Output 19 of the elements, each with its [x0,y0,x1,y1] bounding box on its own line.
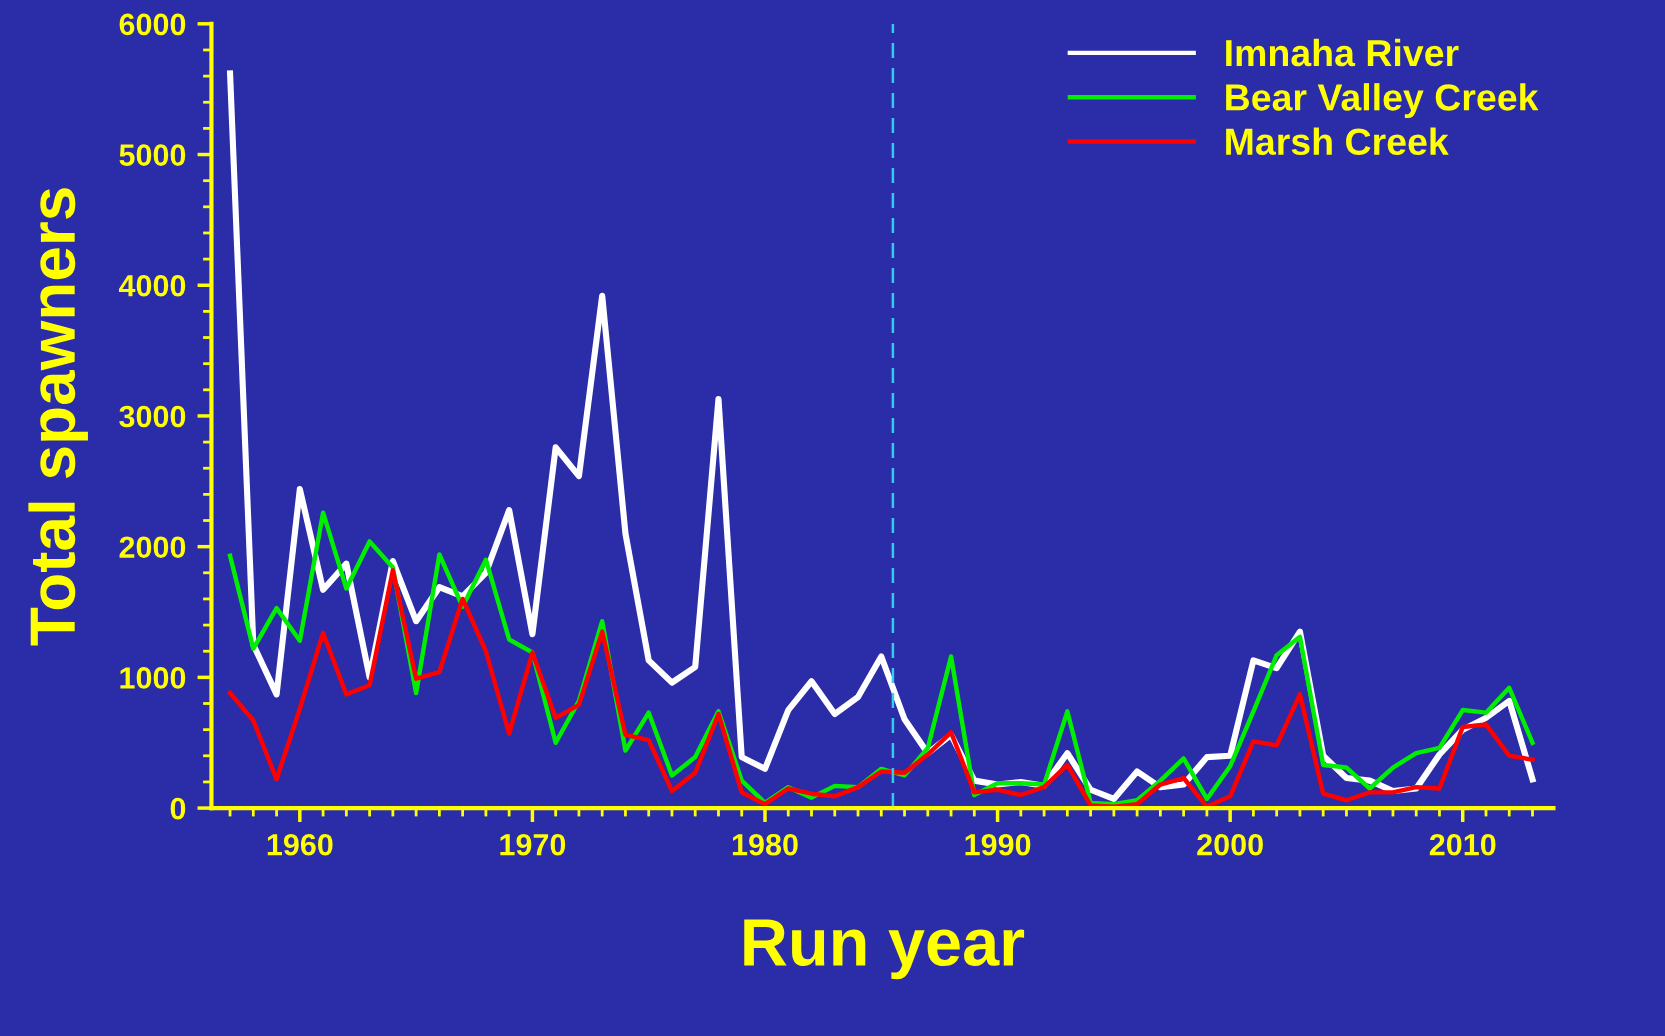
legend-label: Marsh Creek [1226,127,1449,156]
y-tick-label: 2000 [119,536,186,559]
y-tick-label: 0 [170,797,186,820]
legend-label: Imnaha River [1226,38,1459,67]
legend-label: Bear Valley Creek [1226,83,1539,119]
line-series [227,567,1535,809]
x-tick-label: 2000 [1197,833,1263,856]
x-tick-label: 1980 [732,833,798,856]
x-tick-label: 1990 [965,833,1031,856]
y-tick-label: 1000 [120,667,186,689]
y-tick-label: 3000 [119,405,186,428]
y-tick-label: 6000 [119,13,186,36]
y-tick-label: 5000 [119,144,186,166]
x-tick-label: 1960 [267,833,333,856]
x-tick-label: 1970 [500,833,566,856]
y-axis-title: Total spawners [28,188,88,646]
x-axis-title: Run year [744,919,1025,980]
x-tick-label: 2010 [1429,833,1496,856]
y-tick-label: 4000 [118,274,186,297]
